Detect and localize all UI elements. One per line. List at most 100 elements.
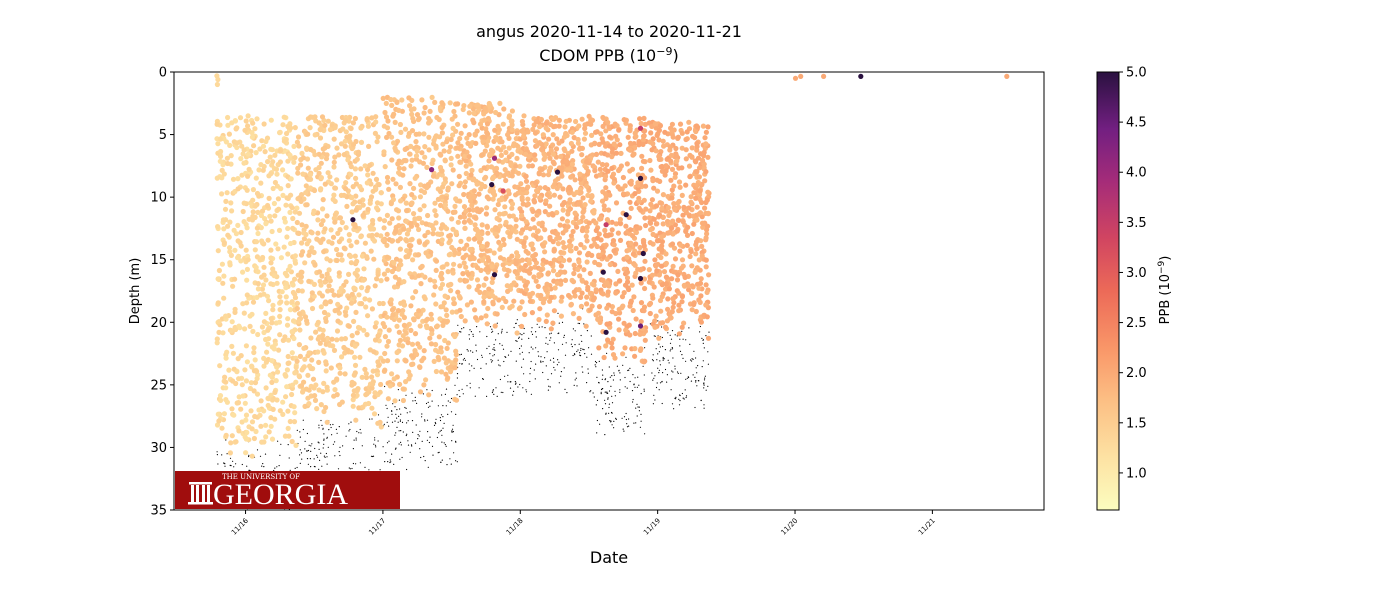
data-point [688, 248, 694, 255]
data-point [385, 338, 392, 345]
trace-point [521, 351, 524, 353]
trace-point [296, 429, 298, 431]
chart-subtitle: CDOM PPB (10−9) [174, 45, 1044, 65]
data-point [652, 324, 658, 330]
trace-point [475, 344, 477, 346]
trace-point [574, 354, 576, 356]
data-point [376, 332, 382, 338]
trace-point [653, 377, 655, 379]
data-point [400, 172, 406, 178]
data-point [632, 346, 638, 352]
data-point [377, 216, 383, 222]
data-point [579, 145, 586, 151]
data-point [503, 194, 509, 200]
data-point [578, 303, 585, 309]
data-point [359, 285, 365, 291]
data-point [479, 231, 485, 237]
trace-point [623, 430, 625, 432]
data-point [364, 254, 370, 260]
chart-title: angus 2020-11-14 to 2020-11-21 [476, 22, 742, 41]
data-point [506, 145, 512, 151]
data-point [311, 249, 317, 255]
data-point [592, 168, 598, 174]
data-point [380, 300, 386, 307]
trace-point [510, 350, 512, 352]
trace-point [519, 347, 521, 350]
data-point [463, 170, 469, 177]
trace-point [696, 385, 698, 387]
data-point [272, 416, 278, 422]
data-point [636, 142, 642, 148]
trace-point [574, 344, 576, 346]
data-point [623, 327, 629, 333]
data-point [247, 313, 253, 319]
data-point [268, 281, 274, 287]
data-point [324, 213, 330, 219]
data-point [317, 340, 323, 346]
data-point [257, 146, 263, 152]
trace-point [427, 401, 429, 403]
data-point [519, 118, 526, 125]
trace-point [433, 424, 436, 426]
data-point [671, 183, 677, 189]
data-point [334, 328, 341, 334]
data-point [247, 385, 253, 392]
data-point [349, 291, 355, 297]
data-point [635, 182, 641, 188]
data-point [403, 200, 409, 206]
trace-point [702, 339, 705, 341]
data-point [254, 375, 260, 382]
data-point [243, 378, 249, 384]
data-point [574, 224, 580, 230]
data-point [676, 217, 682, 223]
data-point [677, 184, 683, 190]
data-point [439, 100, 445, 106]
data-point [354, 267, 361, 273]
data-point [497, 255, 504, 261]
data-point [452, 203, 458, 209]
trace-point [546, 351, 548, 353]
data-point [246, 166, 252, 172]
data-point [365, 166, 371, 173]
trace-point [558, 382, 560, 384]
trace-point [440, 414, 443, 416]
trace-point [672, 371, 674, 373]
data-point [301, 345, 307, 351]
trace-point [286, 528, 287, 529]
data-point [305, 131, 311, 137]
data-point [299, 222, 305, 228]
data-point [523, 178, 530, 184]
data-point [651, 216, 657, 222]
data-point [477, 289, 483, 295]
trace-point [643, 374, 645, 376]
data-point [250, 328, 256, 334]
trace-point [345, 435, 347, 437]
data-point [221, 226, 227, 232]
data-point [473, 215, 479, 221]
data-point [642, 121, 649, 127]
trace-point [507, 381, 509, 383]
data-point [535, 283, 541, 289]
data-point [285, 408, 291, 414]
data-point [260, 254, 266, 261]
data-point [270, 185, 276, 192]
trace-point [691, 358, 693, 360]
data-point [605, 168, 611, 174]
data-point [498, 197, 504, 203]
trace-point [348, 423, 350, 425]
data-point [458, 130, 464, 136]
data-point [254, 225, 260, 231]
data-point [317, 126, 323, 133]
data-point [648, 227, 654, 233]
data-point [532, 157, 538, 163]
trace-point [686, 377, 688, 379]
data-point [584, 224, 590, 230]
trace-point [590, 353, 593, 355]
data-point [439, 270, 445, 276]
data-point [458, 238, 464, 244]
data-point [354, 277, 360, 283]
data-point [404, 248, 410, 254]
trace-point [669, 342, 672, 344]
data-point [240, 208, 246, 215]
data-point [625, 285, 631, 291]
